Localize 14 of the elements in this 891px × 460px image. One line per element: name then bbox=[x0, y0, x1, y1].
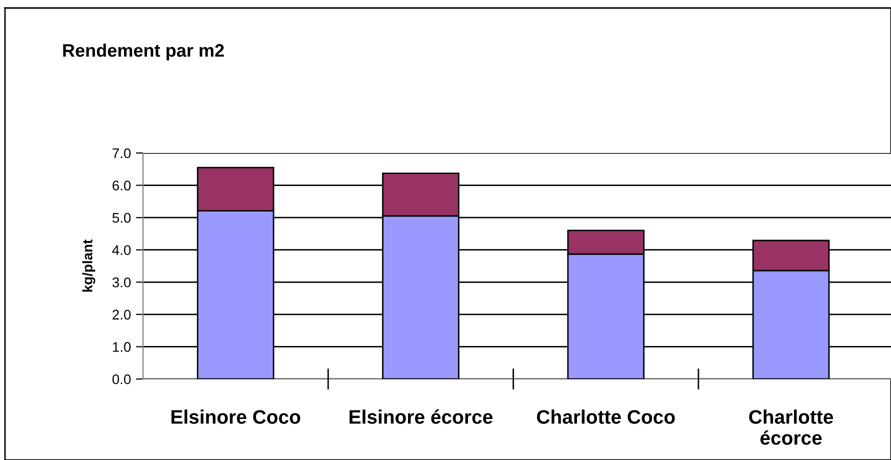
y-tick-label: 6.0 bbox=[112, 180, 131, 190]
x-tick-label: Charlotte écorce bbox=[749, 410, 834, 445]
y-tick-label: 5.0 bbox=[112, 212, 131, 223]
y-axis-title: kg/plant bbox=[82, 240, 96, 292]
y-tick-label: 4.0 bbox=[112, 245, 131, 256]
y-tick-label: 2.0 bbox=[112, 310, 131, 320]
x-tick-label: Elsinore Coco bbox=[172, 410, 300, 424]
chart-title: Rendement par m2 bbox=[63, 44, 224, 60]
x-tick-label: Elsinore écorce bbox=[350, 409, 492, 424]
y-tick-label: 1.0 bbox=[112, 342, 131, 352]
y-tick-label: 0.0 bbox=[112, 374, 131, 384]
x-tick-label: Charlotte Coco bbox=[536, 410, 675, 424]
y-tick-label: 7.0 bbox=[112, 148, 131, 158]
y-tick-label: 3.0 bbox=[112, 277, 131, 288]
